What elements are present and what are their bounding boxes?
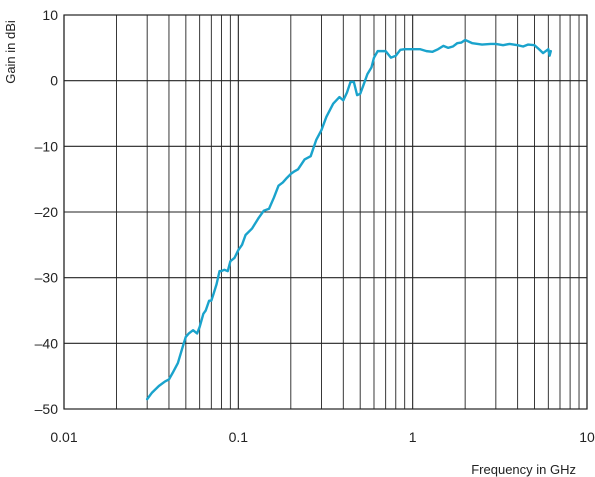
y-tick-label: 0	[50, 73, 58, 89]
x-tick-label: 0.1	[229, 429, 249, 445]
x-axis-label: Frequency in GHz	[471, 462, 576, 477]
x-tick-label: 1	[409, 429, 417, 445]
x-tick-label: 0.01	[50, 429, 77, 445]
gain-series-line	[147, 40, 551, 399]
major-gridlines	[64, 15, 587, 409]
y-tick-label: 10	[42, 7, 58, 23]
x-tick-label: 10	[579, 429, 595, 445]
y-tick-label: –40	[35, 335, 59, 351]
y-tick-label: –30	[35, 270, 59, 286]
y-tick-label: –20	[35, 204, 59, 220]
y-tick-label: –50	[35, 401, 59, 417]
y-tick-labels: 10 0 –10 –20 –30 –40 –50	[35, 7, 59, 417]
y-axis-label: Gain in dBi	[3, 20, 18, 84]
x-tick-labels: 0.01 0.1 1 10	[50, 429, 595, 445]
y-tick-label: –10	[35, 138, 59, 154]
